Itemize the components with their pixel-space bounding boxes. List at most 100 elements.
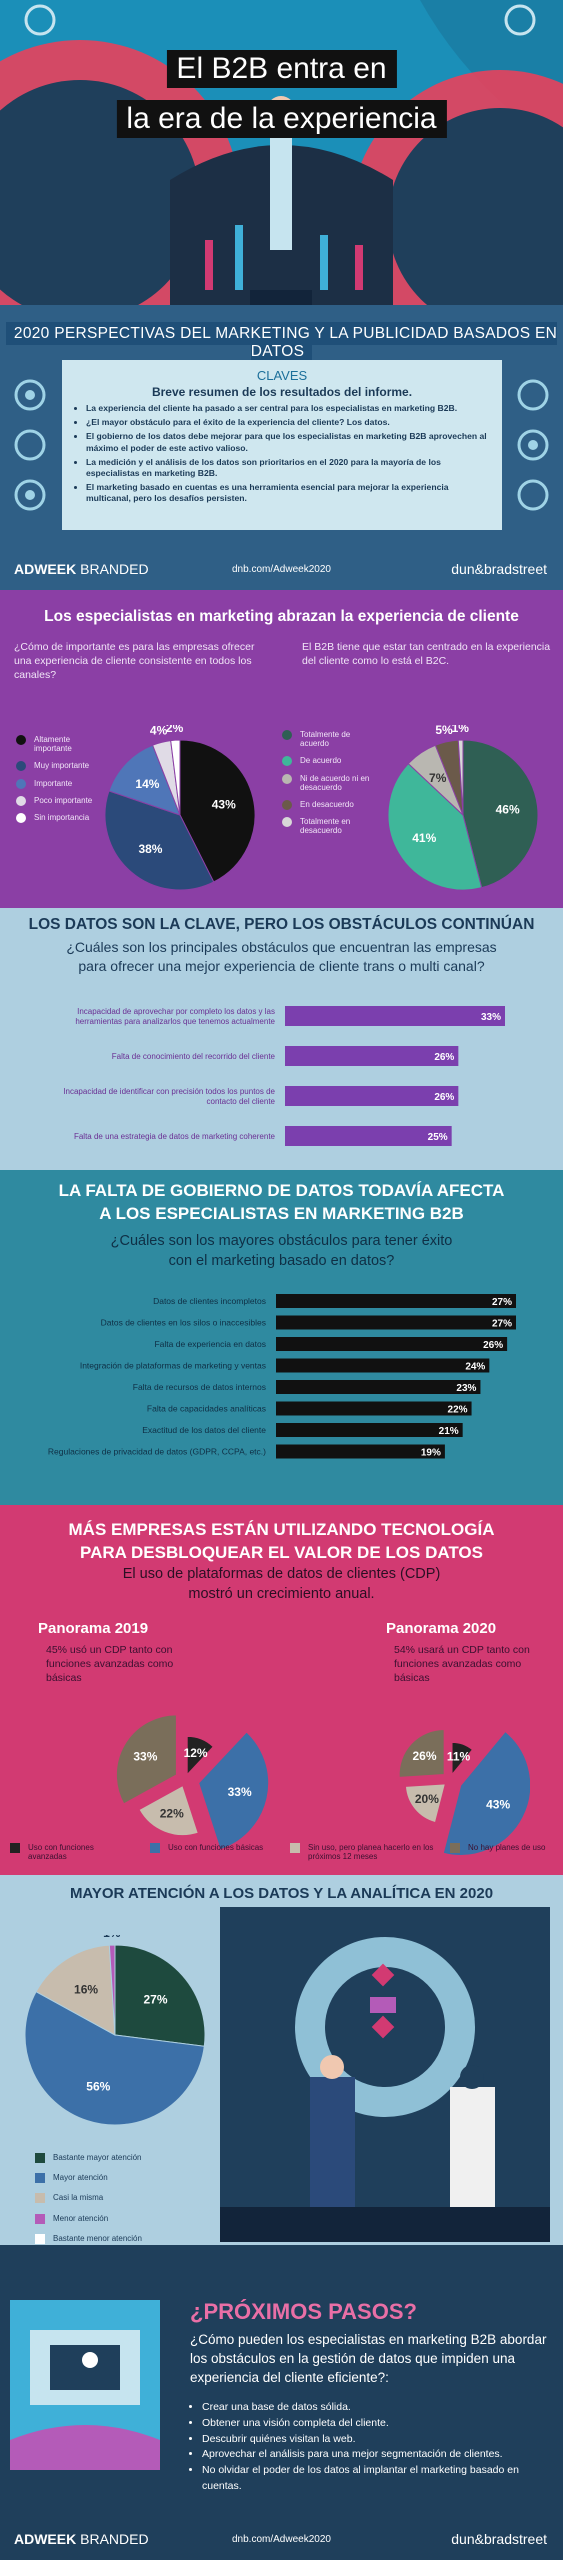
bar-value-label: 22% [448, 1405, 468, 1416]
pie-slice [115, 1714, 177, 1805]
pie-slice [114, 1944, 206, 2047]
panorama-2020-title: Panorama 2020 [386, 1620, 497, 1637]
bar-category-label: Datos de clientes en los silos o inacces… [101, 1318, 266, 1328]
pie-slice [108, 744, 181, 816]
claves-bullet: El gobierno de los datos debe mejorar pa… [86, 431, 488, 453]
pie-slice [138, 1784, 199, 1837]
legend-label: Menor atención [53, 2213, 109, 2223]
pie-slice [462, 739, 539, 889]
dnb-url[interactable]: dnb.com/Adweek2020 [232, 2534, 331, 2545]
dnb-url[interactable]: dnb.com/Adweek2020 [232, 564, 331, 575]
pie-value-label: 26% [412, 1749, 436, 1763]
hero-section: El B2B entra en la era de la experiencia [0, 0, 563, 305]
hero-title-line1: El B2B entra en [166, 50, 397, 88]
next-step-item: Aprovechar el análisis para una mejor se… [202, 2447, 550, 2463]
bar-value-label: 33% [481, 1012, 501, 1023]
bar [285, 1086, 459, 1106]
hero-title-line2: la era de la experiencia [116, 100, 447, 138]
legend-label: Casi la misma [53, 2193, 104, 2203]
bar-category-label: Falta de experiencia en datos [154, 1339, 266, 1349]
cx-obstacles-chart: Incapacidad de aprovechar por completo l… [63, 1006, 505, 1146]
legend-label: Sin uso, pero planea hacerlo en los próx… [308, 1843, 434, 1862]
legend-label: Poco importante [34, 795, 93, 805]
next-step-item: Obtener una visión completa del cliente. [202, 2416, 550, 2432]
pie-slice [179, 739, 256, 883]
pie-value-label: 2% [166, 725, 184, 735]
pie-slice [398, 1729, 445, 1778]
pie-slice [35, 1944, 116, 2036]
bar [276, 1401, 472, 1416]
bar-category-label: Exactitud de los datos del cliente [142, 1425, 266, 1435]
attention-legend: Bastante mayor atención Mayor atención C… [35, 2153, 215, 2245]
pie-value-label: 41% [412, 831, 436, 845]
claves-bullet: La experiencia del cliente ha pasado a s… [86, 403, 488, 414]
pie-slice [442, 1730, 530, 1856]
pie-value-label: 43% [486, 1798, 510, 1812]
importance-question: ¿Cómo de importante es para las empresas… [14, 641, 255, 682]
bar-category-label: herramientas para analizarlos que tenemo… [75, 1017, 275, 1026]
data-obstacles-chart: Datos de clientes incompletos 27% Datos de… [48, 1294, 516, 1459]
next-steps-heading: ¿PRÓXIMOS PASOS? [190, 2299, 417, 2324]
bar-category-label: Incapacidad de aprovechar por completo l… [77, 1007, 275, 1016]
legend-label: Mayor atención [53, 2173, 108, 2183]
brand-row-bottom: ADWEEK BRANDED dnb.com/Adweek2020 dun&br… [0, 2525, 563, 2555]
claves-box: CLAVES Breve resumen de los resultados d… [62, 360, 502, 530]
bar [276, 1444, 445, 1459]
cdp-2019-pie: 12% 33% 22% 33% [115, 1714, 270, 1851]
claves-subtitle: Breve resumen de los resultados del info… [151, 385, 413, 399]
panorama-2019-desc: 45% usó un CDP tanto con funciones avanz… [46, 1644, 174, 1685]
pie-value-label: 33% [228, 1785, 252, 1799]
perspectives-heading: 2020 PERSPECTIVAS DEL MARKETING Y LA PUB… [0, 322, 563, 363]
pie-value-label: 20% [415, 1792, 439, 1806]
legend-label: No hay planes de uso [468, 1843, 546, 1852]
pie-value-label: 43% [212, 798, 236, 812]
pie-slice [24, 1990, 205, 2126]
pie-value-label: 12% [184, 1746, 208, 1760]
bar [285, 1046, 459, 1066]
bar-value-label: 26% [434, 1052, 454, 1063]
next-steps-illustration [10, 2300, 160, 2470]
perspectives-section: 2020 PERSPECTIVAS DEL MARKETING Y LA PUB… [0, 305, 563, 590]
pie-slice [387, 762, 483, 891]
bar-category-label: Falta de una estrategia de datos de mark… [74, 1132, 276, 1141]
next-steps-list: Crear una base de datos sólida. Obtener … [190, 2400, 550, 2495]
legend-label: Uso con funciones básicas [168, 1843, 264, 1852]
bar [285, 1126, 452, 1146]
cdp-subheading: El uso de plataformas de datos de client… [122, 1566, 441, 1602]
panorama-2020-desc: 54% usará un CDP tanto con funciones ava… [394, 1644, 530, 1685]
bar-value-label: 26% [434, 1092, 454, 1103]
pie-slice [170, 739, 181, 816]
pie-value-label: 11% [447, 1749, 471, 1763]
pie-value-label: 38% [138, 842, 162, 856]
pie-value-label: 14% [135, 777, 159, 791]
pie-value-label: 1% [103, 1935, 121, 1940]
bar-category-label: Datos de clientes incompletos [153, 1296, 266, 1306]
importance-legend: Altamente importante Muy importante Impo… [16, 735, 96, 830]
legend-label: Totalmente de acuerdo [300, 730, 351, 749]
bar [276, 1294, 516, 1308]
legend-label: Totalmente en desacuerdo [300, 817, 351, 836]
attention-pie: 27% 56% 16% 1% [24, 1935, 206, 2126]
bar-value-label: 19% [421, 1448, 441, 1459]
cdp-heading: MÁS EMPRESAS ESTÁN UTILIZANDO TECNOLOGÍA… [68, 1520, 495, 1562]
obstacles-section: LOS DATOS SON LA CLAVE, PERO LOS OBSTÁCU… [0, 908, 563, 1170]
pie-value-label: 22% [160, 1806, 184, 1820]
importance-pie: 43% 38% 14% 4%2% [104, 725, 256, 891]
legend-label: Uso con funciones avanzadas [28, 1843, 94, 1862]
bar [276, 1423, 463, 1437]
claves-bullet: ¿El mayor obstáculo para el éxito de la … [86, 417, 488, 428]
panorama-2019-title: Panorama 2019 [38, 1620, 149, 1637]
brand-row-top: ADWEEK BRANDED dnb.com/Adweek2020 dun&br… [0, 555, 563, 585]
claves-bullet: El marketing basado en cuentas es una he… [86, 482, 488, 504]
pie-slice [108, 1944, 116, 2036]
bar-category-label: contacto del cliente [207, 1097, 276, 1106]
next-steps-question: ¿Cómo pueden los especialistas en market… [190, 2332, 547, 2385]
pie-value-label: 1% [452, 725, 470, 735]
pie-value-label: 46% [496, 802, 520, 816]
pie-slice [104, 790, 215, 891]
claves-bullet: La medición y el análisis de los datos s… [86, 457, 488, 479]
side-decorations [14, 379, 549, 511]
dnb-logo: dun&bradstreet [451, 561, 547, 577]
bar-category-label: Regulaciones de privacidad de datos (GDP… [48, 1447, 266, 1457]
next-step-item: Descubrir quiénes visitan la web. [202, 2432, 550, 2448]
